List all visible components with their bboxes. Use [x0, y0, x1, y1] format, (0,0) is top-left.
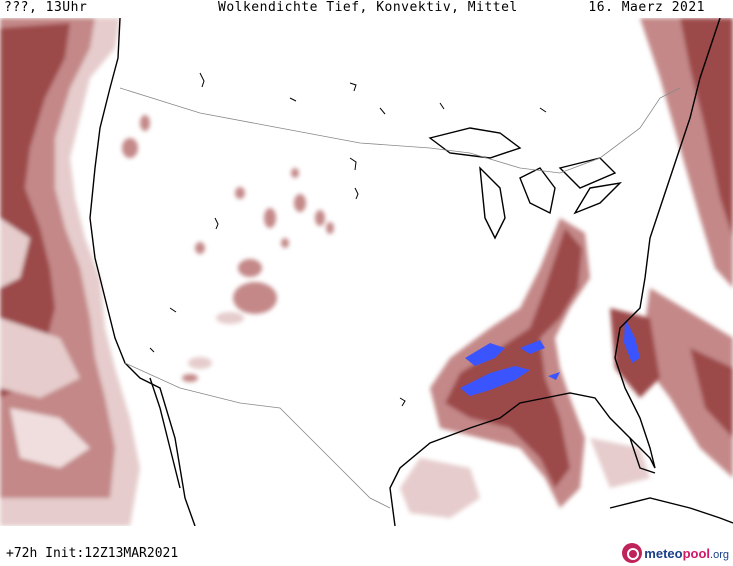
- forecast-time-label: ???, 13Uhr: [4, 0, 88, 15]
- convective-cores: [460, 318, 640, 396]
- meteopool-logo-text: meteopool.org: [644, 545, 729, 561]
- model-run-label: +72h Init:12Z13MAR2021: [6, 546, 179, 561]
- meteopool-logo[interactable]: meteopool.org: [622, 542, 729, 564]
- meteopool-logo-icon: [622, 543, 643, 563]
- interior-cloud-patches: [122, 115, 334, 382]
- lake-outlines: [149, 72, 547, 407]
- header-bar: ???, 13Uhr Wolkendichte Tief, Konvektiv,…: [0, 0, 733, 18]
- southeast-cloud-field: [400, 218, 650, 518]
- political-borders: [119, 87, 681, 509]
- coastlines: [89, 18, 733, 526]
- footer-bar: +72h Init:12Z13MAR2021 meteopool.org: [0, 540, 733, 566]
- pacific-cloud-field: [0, 18, 140, 526]
- map-title: Wolkendichte Tief, Konvektiv, Mittel: [218, 0, 518, 15]
- cloud-density-map: [0, 18, 733, 526]
- atlantic-cloud-field: [610, 18, 733, 478]
- forecast-date-label: 16. Maerz 2021: [588, 0, 705, 15]
